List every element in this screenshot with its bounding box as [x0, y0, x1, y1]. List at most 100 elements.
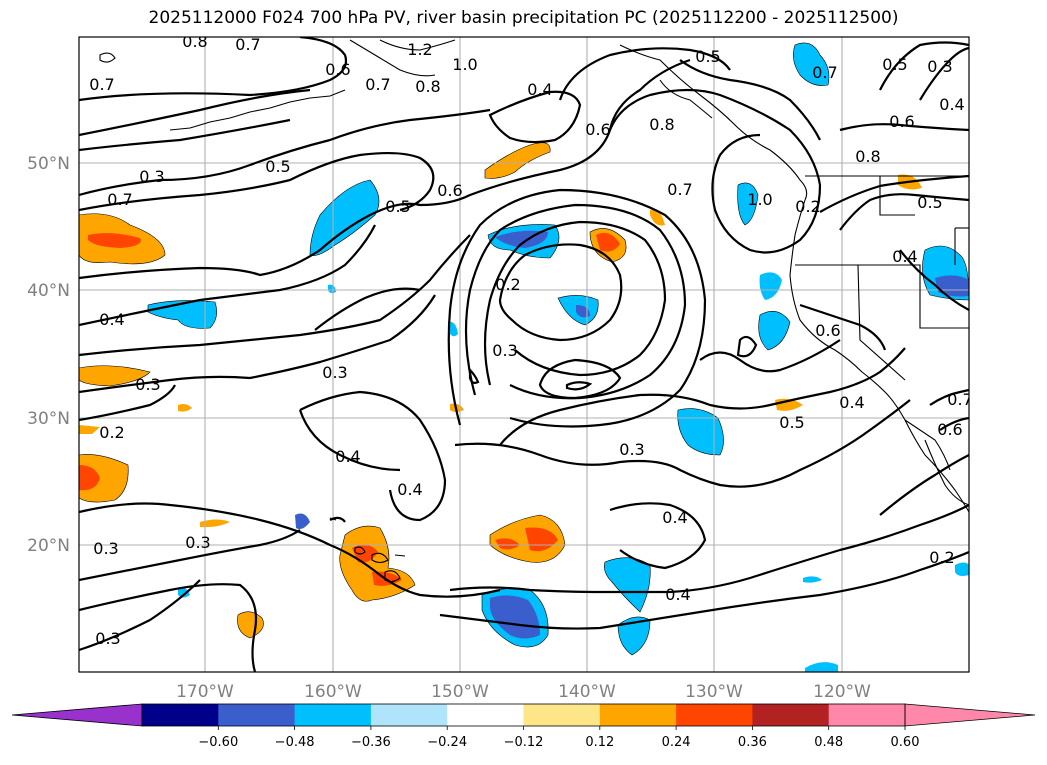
contour-label: 0.5 — [265, 157, 290, 176]
map-title: 2025112000 F024 700 hPa PV, river basin … — [148, 8, 899, 28]
lat-tick-label: 20°N — [27, 536, 70, 556]
colorbar-tick-label: −0.36 — [351, 735, 391, 750]
colorbar-segment — [676, 704, 753, 726]
precip-negative-area — [737, 182, 759, 226]
contour-label: 0.3 — [185, 533, 210, 552]
contour-label: 0.3 — [492, 341, 517, 360]
colorbar-segment — [142, 704, 219, 726]
colorbar-segment — [218, 704, 296, 726]
contour-label: 1.0 — [452, 55, 477, 74]
contour-label: 0.4 — [839, 393, 864, 412]
colorbar-segment — [447, 704, 524, 726]
longitude-ticks: 170°W 160°W 150°W 140°W 130°W 120°W — [176, 682, 871, 702]
colorbar-tick-label: 0.60 — [891, 735, 920, 750]
colorbar-segment — [370, 704, 448, 726]
colorbar-tick-label: 0.12 — [585, 735, 614, 750]
colorbar-tick-label: 0.36 — [738, 735, 767, 750]
colorbar-tick-label: −0.12 — [504, 735, 544, 750]
contour-label: 0.4 — [335, 447, 360, 466]
precip-negative-area — [178, 587, 190, 598]
precip-negative-core — [490, 595, 540, 639]
contour-label: 0.3 — [322, 363, 347, 382]
contour-label: 0.5 — [882, 55, 907, 74]
coastlines — [99, 39, 969, 583]
precip-negative-area — [759, 272, 782, 300]
contour-label: 0.2 — [795, 197, 820, 216]
precip-positive-core — [596, 232, 620, 252]
contour-label: 0.4 — [397, 480, 422, 499]
contour-label: 0.2 — [99, 423, 124, 442]
colorbar-segment — [828, 704, 906, 726]
contour-label: 0.7 — [812, 63, 837, 82]
lon-tick-label: 140°W — [558, 682, 616, 702]
contour-label: 0.6 — [889, 112, 914, 131]
contour-label: 1.2 — [407, 40, 432, 59]
precip-negative-area — [677, 408, 724, 456]
precip-positive-area — [79, 365, 151, 387]
colorbar-tick-label: −0.60 — [198, 735, 238, 750]
precip-negative-core — [935, 275, 969, 297]
contour-label: 0.5 — [695, 47, 720, 66]
lon-tick-label: 120°W — [813, 682, 871, 702]
precip-negative-area — [309, 179, 380, 256]
contour-label: 0.4 — [665, 585, 690, 604]
pv-contours — [79, 37, 969, 672]
lat-tick-label: 50°N — [27, 154, 70, 174]
colorbar-tick-label: −0.48 — [275, 735, 315, 750]
contour-label: 0.8 — [855, 147, 880, 166]
precip-negative-area — [147, 300, 217, 329]
contour-label: 0.5 — [917, 193, 942, 212]
colorbar-tick-label: 0.48 — [814, 735, 843, 750]
precip-negative-area — [295, 513, 310, 530]
precip-negative-area — [328, 284, 336, 294]
contour-label: 0.3 — [927, 57, 952, 76]
colorbar-segment — [523, 704, 601, 726]
lon-tick-label: 150°W — [431, 682, 489, 702]
contour-label: 0.7 — [107, 190, 132, 209]
precip-positive-area — [79, 425, 100, 434]
contour-label: 0.7 — [667, 180, 692, 199]
contour-label: 0.4 — [939, 95, 964, 114]
map-frame — [78, 36, 970, 673]
contour-label: 0.8 — [649, 115, 674, 134]
lon-tick-label: 170°W — [176, 682, 234, 702]
precip-negative-area — [617, 616, 651, 656]
lon-tick-label: 130°W — [685, 682, 743, 702]
contour-label: 0.8 — [182, 32, 207, 51]
contour-label: 0.6 — [437, 181, 462, 200]
precip-positive-area — [79, 454, 129, 503]
contour-label: 0.8 — [415, 77, 440, 96]
contour-label: 0.3 — [93, 539, 118, 558]
pv-contour-labels: 0.8 0.7 0.6 0.7 1.2 1.0 0.8 0.7 0.5 0.7 … — [89, 32, 972, 648]
colorbar-segment — [294, 704, 372, 726]
precip-negative-area — [803, 576, 822, 583]
colorbar: −0.60 −0.48 −0.36 −0.24 −0.12 0.12 0.24 0.36 0.4… — [11, 703, 1036, 750]
colorbar-extend-high — [904, 703, 1036, 727]
lat-tick-label: 40°N — [27, 281, 70, 301]
contour-label: 0.5 — [385, 197, 410, 216]
precip-positive-core — [79, 465, 100, 491]
colorbar-segment — [599, 704, 677, 726]
precip-positive-area — [484, 142, 551, 179]
colorbar-tick-label: −0.24 — [427, 735, 467, 750]
contour-label: 0.2 — [495, 275, 520, 294]
precip-positive-core — [495, 538, 520, 550]
precip-negative-area — [758, 310, 791, 351]
contour-label: 0.3 — [619, 440, 644, 459]
precip-positive-area — [200, 519, 230, 528]
contour-label: 0.7 — [89, 75, 114, 94]
contour-label: 0.5 — [779, 413, 804, 432]
precip-positive-area — [178, 404, 192, 412]
precip-positive-core — [88, 233, 141, 248]
precip-positive-area — [237, 611, 264, 639]
contour-label: 0.3 — [139, 167, 164, 186]
contour-label: 0.4 — [662, 508, 687, 527]
contour-label: 0.6 — [325, 60, 350, 79]
contour-label: 0.7 — [947, 390, 972, 409]
colorbar-segment — [752, 704, 830, 726]
contour-label: 0.2 — [929, 548, 954, 567]
precip-negative-area — [604, 557, 651, 613]
precip-negative-area — [448, 321, 458, 337]
colorbar-tick-label: 0.24 — [662, 735, 691, 750]
contour-label: 0.3 — [135, 375, 160, 394]
